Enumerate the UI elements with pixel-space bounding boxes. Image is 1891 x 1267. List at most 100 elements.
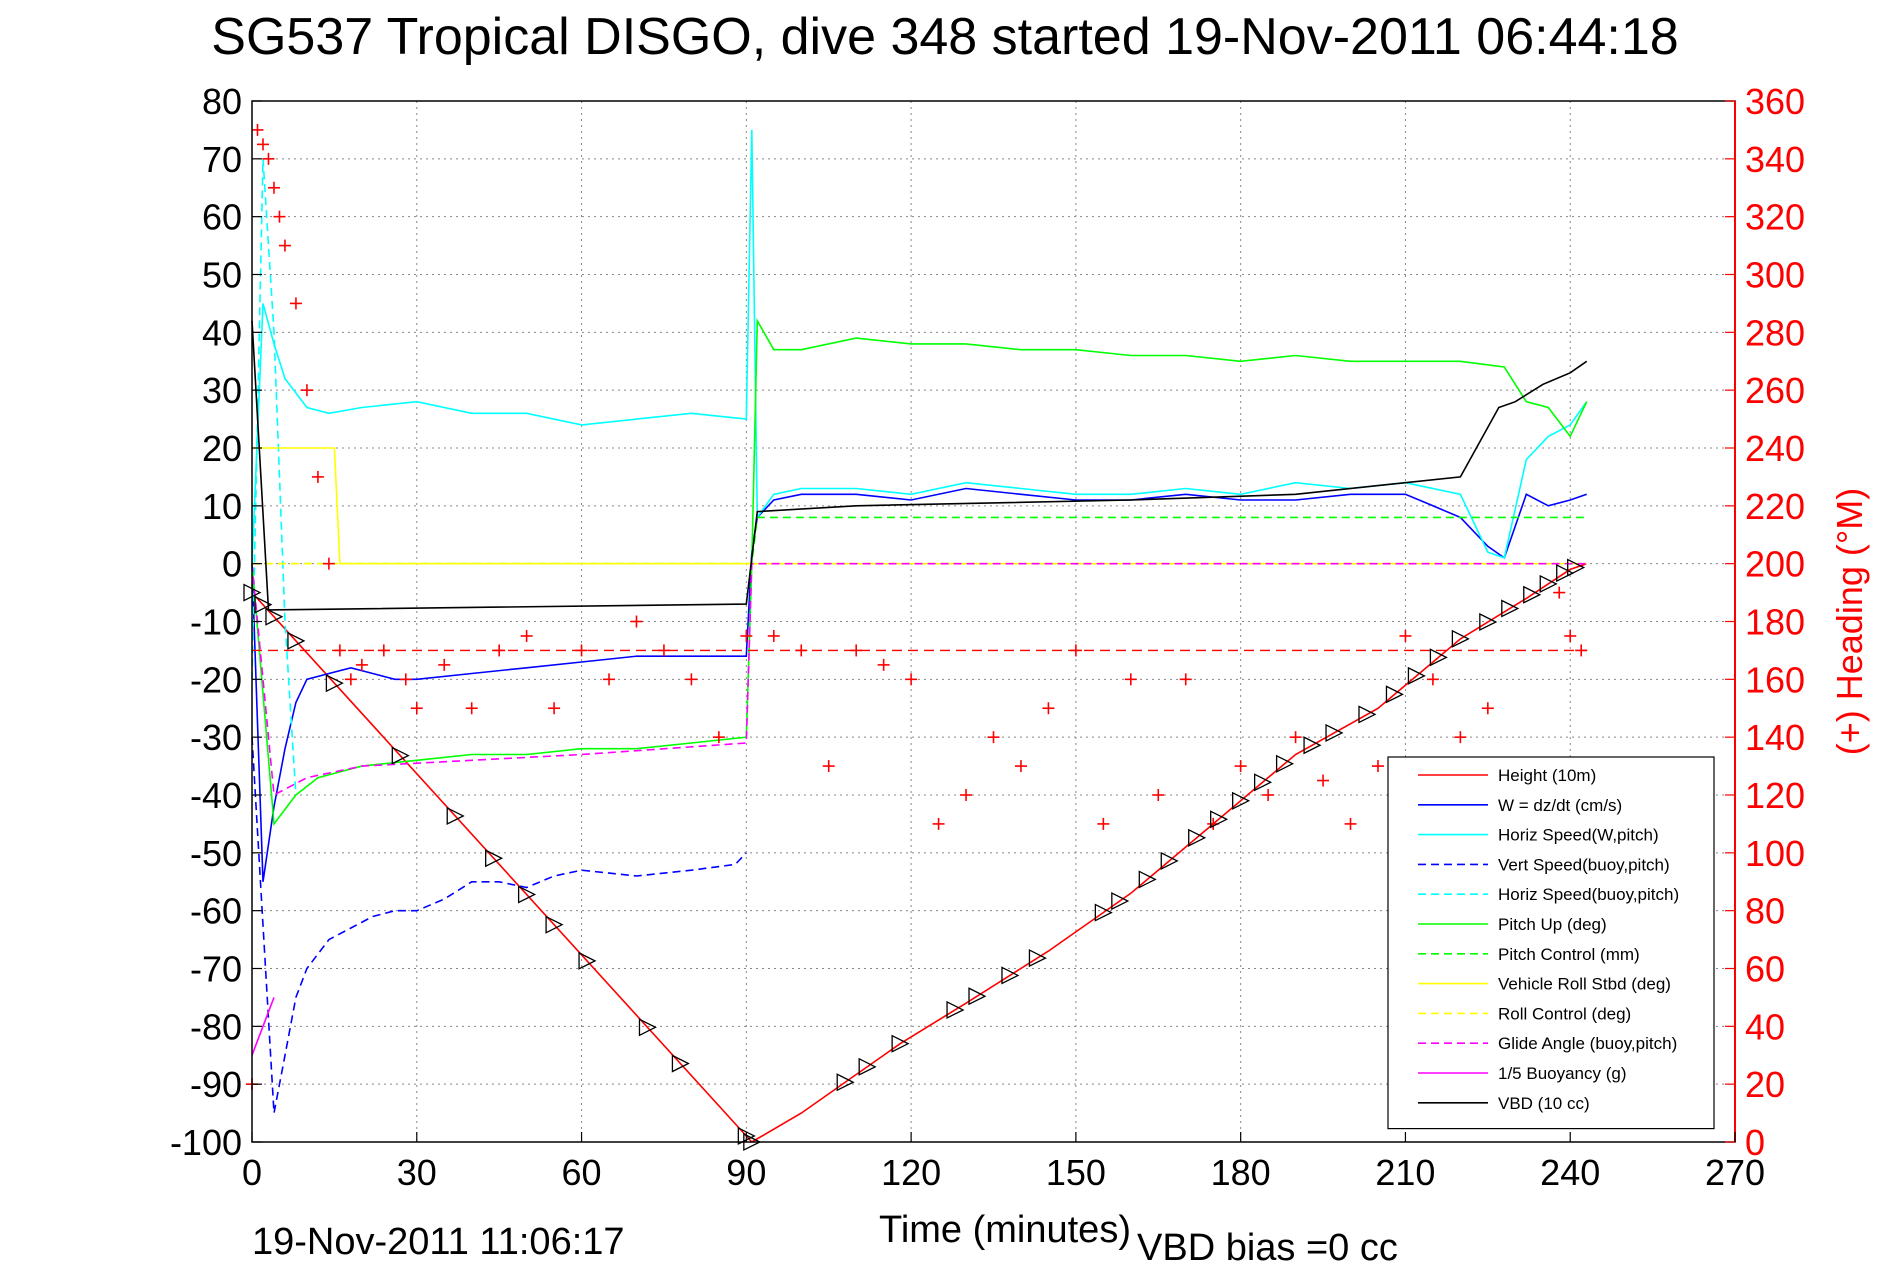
tick-label-left: -40 — [190, 775, 242, 816]
tick-label-left: 70 — [202, 139, 242, 180]
depth-triangle-marker — [1429, 648, 1448, 667]
tick-label-left: -80 — [190, 1006, 242, 1047]
tick-label-left: -10 — [190, 602, 242, 643]
tick-label-left: -100 — [170, 1122, 242, 1163]
heading-point — [740, 629, 753, 642]
series-line-vert-speed-buoy-pitch — [251, 737, 747, 1114]
tick-label-left: -30 — [190, 717, 242, 758]
heading-point — [1426, 673, 1439, 686]
depth-triangle-marker — [638, 1018, 657, 1037]
tick-label-right: 320 — [1745, 197, 1805, 238]
depth-triangle-marker — [1556, 564, 1575, 583]
tick-label-x: 0 — [242, 1152, 262, 1193]
series-line-w-dz-dt-cm-s — [251, 487, 1587, 882]
series-layer — [251, 129, 1588, 1144]
heading-point — [438, 658, 451, 671]
depth-triangle-marker — [968, 987, 987, 1006]
depth-triangle-marker — [1210, 810, 1229, 829]
depth-triangle-marker — [836, 1073, 855, 1092]
depth-triangle-marker — [1407, 666, 1426, 685]
depth-triangle-marker — [545, 915, 564, 934]
tick-label-right: 60 — [1745, 949, 1785, 990]
tick-label-left: 20 — [202, 428, 242, 469]
heading-point — [333, 644, 346, 657]
tick-label-right: 280 — [1745, 312, 1805, 353]
heading-point — [410, 702, 423, 715]
tick-label-left: 10 — [202, 486, 242, 527]
heading-point — [548, 702, 561, 715]
depth-triangle-marker — [1539, 574, 1558, 593]
depth-triangle-marker — [1001, 966, 1020, 985]
tick-label-left: -70 — [190, 949, 242, 990]
tick-label-left: -90 — [190, 1064, 242, 1105]
heading-point — [850, 644, 863, 657]
heading-point — [712, 731, 725, 744]
tick-label-left: 60 — [202, 197, 242, 238]
series-line-height-10m — [251, 562, 1587, 1144]
heading-point — [1399, 629, 1412, 642]
heading-point — [344, 673, 357, 686]
heading-point — [1317, 774, 1330, 787]
left-axis-ticks: 80 70 60 50 40 30 20 10 0 -10 -20 -30 -40 -50 -60 -70 -8… — [170, 81, 262, 1163]
depth-triangle-marker — [1188, 828, 1207, 847]
depth-triangle-marker — [265, 607, 284, 626]
heading-point — [1481, 702, 1494, 715]
tick-label-x: 240 — [1540, 1152, 1600, 1193]
depth-triangle-marker — [1325, 723, 1344, 742]
heading-point — [1042, 702, 1055, 715]
heading-point — [465, 702, 478, 715]
heading-point — [1371, 760, 1384, 773]
tick-label-left: 30 — [202, 370, 242, 411]
tick-label-right: 80 — [1745, 891, 1785, 932]
legend-box — [1387, 756, 1715, 1130]
heading-point — [877, 658, 890, 671]
footer-vbd-bias: VBD bias =0 cc — [1137, 1227, 1398, 1262]
heading-point — [603, 673, 616, 686]
legend-label: Vert Speed(buoy,pitch) — [1498, 855, 1670, 874]
legend-label: Horiz Speed(buoy,pitch) — [1498, 885, 1679, 904]
tick-label-x: 90 — [726, 1152, 766, 1193]
depth-triangle-marker — [485, 849, 504, 868]
depth-triangle-marker — [578, 951, 597, 970]
depth-triangle-marker — [391, 746, 410, 765]
depth-triangle-marker — [891, 1034, 910, 1053]
heading-point — [278, 239, 291, 252]
depth-triangle-marker — [517, 885, 537, 904]
legend: Height (10m) W = dz/dt (cm/s) Horiz Speed(… — [1387, 756, 1715, 1130]
legend-label: Pitch Control (mm) — [1498, 945, 1640, 964]
legend-label: Glide Angle (buoy,pitch) — [1498, 1034, 1677, 1053]
heading-point — [1069, 644, 1082, 657]
tick-label-right: 220 — [1745, 486, 1805, 527]
depth-triangle-marker — [446, 806, 465, 826]
tick-label-x: 180 — [1211, 1152, 1271, 1193]
depth-triangle-marker — [1253, 773, 1273, 792]
depth-triangle-marker — [1138, 870, 1157, 889]
legend-label: W = dz/dt (cm/s) — [1498, 796, 1622, 815]
series-line-glide-angle-buoy-pitch — [251, 562, 1587, 797]
heading-point — [767, 629, 780, 642]
depth-triangle-marker — [671, 1054, 690, 1073]
heading-point — [795, 644, 808, 657]
heading-point — [1014, 760, 1027, 773]
tick-label-left: 0 — [222, 544, 242, 585]
x-axis-label: Time (minutes) — [879, 1209, 1131, 1251]
depth-triangle-marker — [1385, 685, 1404, 704]
depth-triangle-marker — [1160, 851, 1179, 870]
right-axis-ticks: 3603403203002802602402202001801601401201… — [1725, 81, 1805, 1163]
tick-label-right: 160 — [1745, 659, 1805, 700]
heading-point — [1124, 673, 1137, 686]
tick-label-left: 80 — [202, 81, 242, 122]
heading-point — [1454, 731, 1467, 744]
heading-point — [1234, 760, 1247, 773]
heading-point — [1179, 673, 1192, 686]
tick-label-right: 20 — [1745, 1064, 1785, 1105]
legend-label: 1/5 Buoyancy (g) — [1498, 1064, 1627, 1083]
depth-triangle-marker — [1501, 599, 1520, 618]
tick-label-right: 0 — [1745, 1122, 1765, 1163]
heading-point — [1262, 789, 1275, 801]
tick-label-x: 120 — [881, 1152, 941, 1193]
legend-label: Roll Control (deg) — [1498, 1004, 1631, 1023]
depth-triangle-marker — [1479, 612, 1498, 632]
